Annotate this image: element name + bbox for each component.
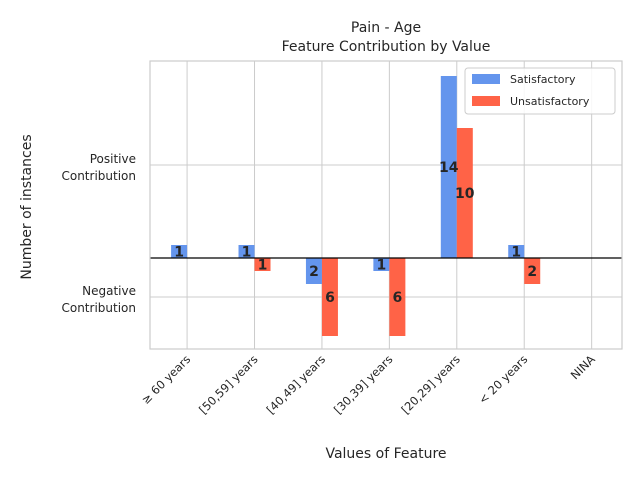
x-tick-label: < 20 years (476, 352, 531, 407)
x-tick-label: [40,49] years (264, 352, 328, 416)
y-tick-labels: Positive Contribution Negative Contribution (61, 152, 136, 315)
x-tick-label: [50,59] years (196, 352, 260, 416)
legend-swatch-satisfactory (472, 74, 500, 84)
data-label-satisfactory-4: 14 (439, 160, 459, 176)
x-tick-label: ≥ 60 years (139, 352, 194, 407)
chart-subtitle: Feature Contribution by Value (282, 39, 491, 55)
data-label-unsatisfactory-2: 6 (325, 290, 335, 306)
x-tick-label: [30,39] years (331, 352, 395, 416)
legend-swatch-unsatisfactory (472, 96, 500, 106)
data-label-unsatisfactory-3: 6 (392, 290, 402, 306)
y-tick-label: Negative Contribution (61, 284, 136, 315)
legend-label-satisfactory: Satisfactory (510, 73, 576, 86)
data-label-satisfactory-2: 2 (309, 264, 319, 280)
x-tick-label: NINA (568, 352, 598, 382)
data-label-unsatisfactory-4: 10 (455, 186, 475, 202)
data-label-satisfactory-3: 1 (376, 258, 386, 274)
chart-title: Pain - Age (351, 20, 421, 36)
x-tick-labels: ≥ 60 years [50,59] years [40,49] years [30,… (139, 352, 598, 417)
x-axis-label: Values of Feature (325, 446, 446, 462)
y-tick-label: Positive Contribution (61, 152, 136, 183)
data-label-unsatisfactory-1: 1 (258, 258, 268, 274)
legend: Satisfactory Unsatisfactory (465, 68, 615, 114)
y-axis-label: Number of instances (19, 134, 35, 279)
data-label-unsatisfactory-5: 2 (527, 264, 537, 280)
x-tick-label: [20,29] years (398, 352, 462, 416)
legend-label-unsatisfactory: Unsatisfactory (510, 95, 590, 108)
